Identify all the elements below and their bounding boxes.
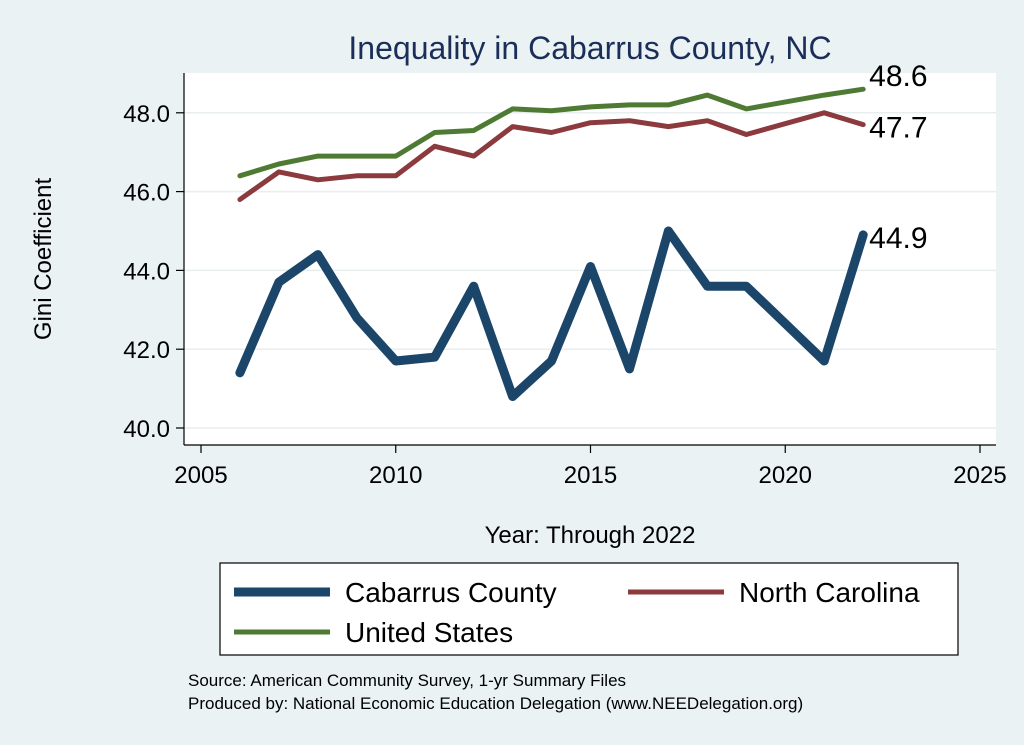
- legend-label-north-carolina: North Carolina: [739, 577, 920, 608]
- end-label-north-carolina: 47.7: [869, 112, 927, 145]
- end-label-cabarrus-county: 44.9: [869, 222, 927, 255]
- x-tick-label-2010: 2010: [369, 462, 422, 489]
- series-line-united-states: [237, 86, 866, 179]
- x-tick-label-2005: 2005: [174, 462, 227, 489]
- series-line-cabarrus-county: [235, 226, 868, 401]
- y-tick-label-48: 48.0: [123, 101, 170, 128]
- series-line-north-carolina: [237, 110, 866, 202]
- y-tick-label-46: 46.0: [123, 180, 170, 207]
- source-note: Source: American Community Survey, 1-yr …: [188, 671, 626, 690]
- series-lines: [235, 86, 868, 401]
- x-axis-label: Year: Through 2022: [485, 522, 696, 549]
- y-tick-label-44: 44.0: [123, 258, 170, 285]
- legend-label-cabarrus: Cabarrus County: [345, 577, 557, 608]
- chart-title: Inequality in Cabarrus County, NC: [348, 30, 831, 66]
- legend-box: [219, 562, 959, 656]
- legend-label-united-states: United States: [345, 617, 513, 648]
- x-axis-ticks: 2005 2010 2015 2020 2025: [174, 445, 1007, 489]
- y-axis-label: Gini Coefficient: [30, 178, 57, 341]
- end-labels: 44.9 47.7 48.6: [869, 60, 927, 255]
- legend: Cabarrus County North Carolina United St…: [219, 562, 959, 656]
- x-tick-label-2020: 2020: [759, 462, 812, 489]
- end-label-united-states: 48.6: [869, 60, 927, 93]
- produced-by-note: Produced by: National Economic Education…: [188, 694, 803, 713]
- y-axis-ticks: 40.0 42.0 44.0 46.0 48.0: [123, 101, 184, 443]
- y-tick-label-40: 40.0: [123, 416, 170, 443]
- y-tick-label-42: 42.0: [123, 337, 170, 364]
- x-tick-label-2015: 2015: [564, 462, 617, 489]
- x-tick-label-2025: 2025: [953, 462, 1006, 489]
